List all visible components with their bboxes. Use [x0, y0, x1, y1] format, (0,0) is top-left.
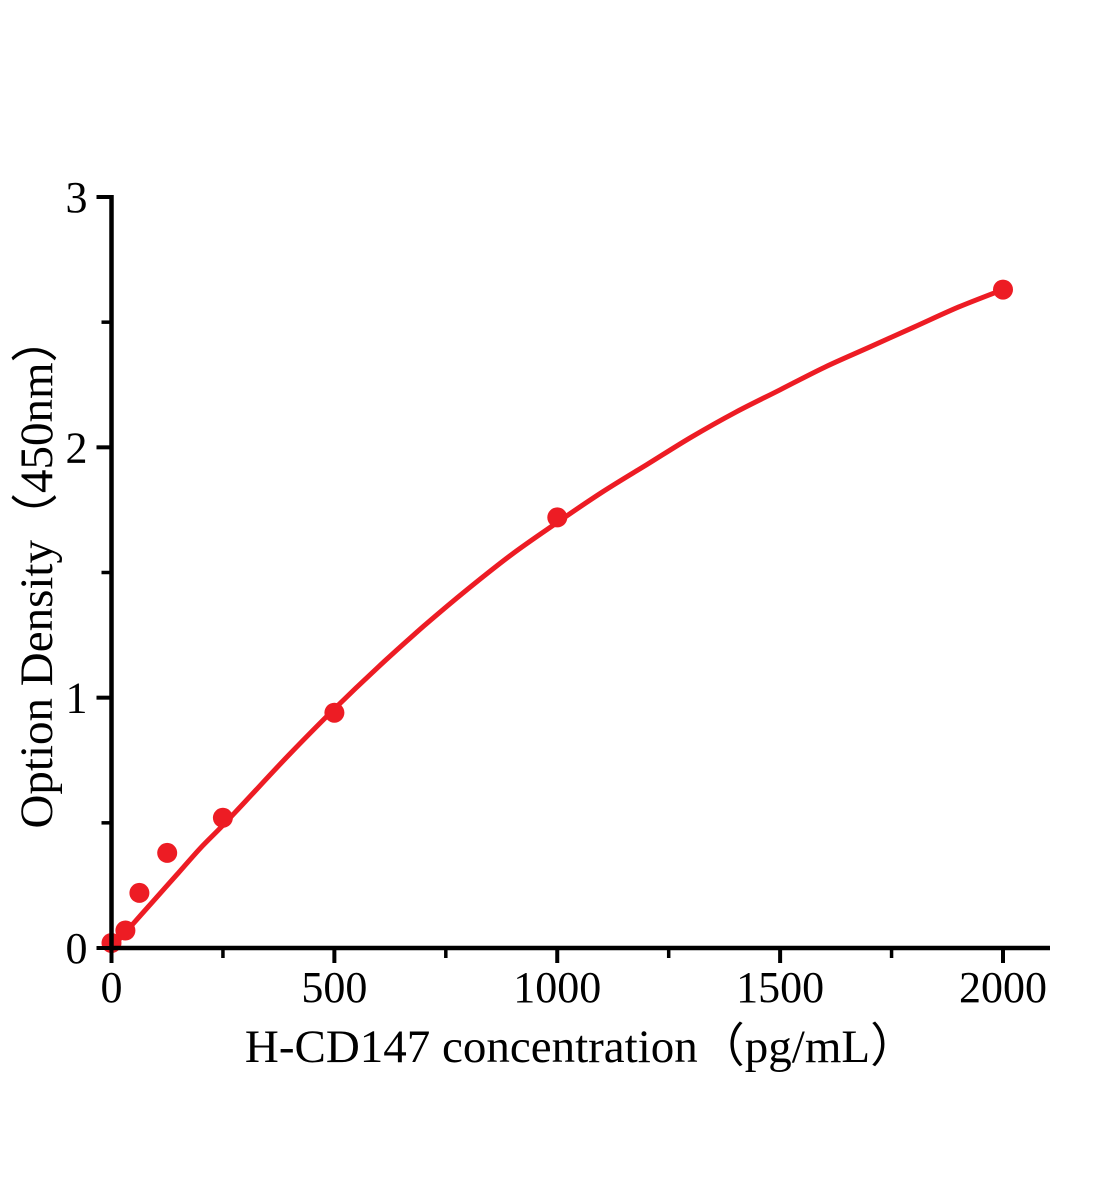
data-point	[547, 507, 568, 528]
data-point	[157, 842, 178, 863]
y-axis-title: Option Density（450nm）	[11, 315, 63, 828]
axes-lines	[109, 195, 1050, 951]
x-axis-title: H-CD147 concentration（pg/mL）	[245, 1021, 917, 1073]
x-tick-label: 0	[101, 963, 123, 1012]
data-point	[115, 920, 136, 941]
y-tick-label: 2	[66, 423, 88, 472]
plot-area: 0 500 1000 1500 2000 0 1 2 3	[66, 173, 1050, 1012]
y-tick-label: 0	[66, 924, 88, 973]
x-tick-label: 2000	[959, 963, 1047, 1012]
y-tick-label: 1	[66, 674, 88, 723]
data-point	[129, 882, 150, 903]
data-point	[324, 702, 345, 723]
y-tick-label: 3	[66, 173, 88, 222]
x-tick-label: 1000	[513, 963, 601, 1012]
data-point	[993, 279, 1013, 300]
x-tick-label: 1500	[736, 963, 824, 1012]
data-point	[212, 807, 233, 828]
fit-curve	[109, 287, 1006, 951]
x-tick-label: 500	[301, 963, 367, 1012]
